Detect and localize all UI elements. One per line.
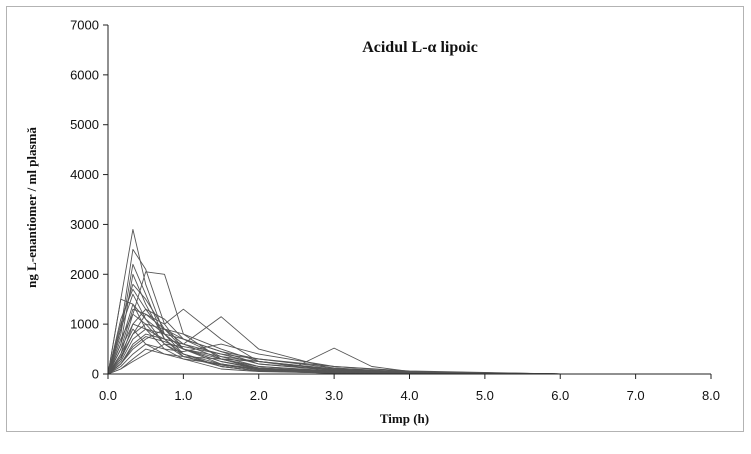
y-axis-ticks: 0 1000 2000 3000 4000 5000 6000 7000	[70, 18, 108, 382]
y-tick-label: 1000	[70, 317, 99, 332]
series-line-22	[107, 323, 561, 375]
x-tick-label: 1.0	[174, 388, 192, 403]
x-tick-label: 0.0	[99, 388, 117, 403]
y-tick-label: 3000	[70, 217, 99, 232]
series-line-24	[107, 336, 561, 375]
chart-frame	[6, 6, 744, 432]
series-line-23	[107, 293, 561, 375]
x-tick-label: 8.0	[702, 388, 720, 403]
series-line-21	[107, 308, 561, 375]
series-line-1	[107, 228, 561, 375]
x-axis-ticks: 0.0 1.0 2.0 3.0 4.0 5.0 6.0 7.0 8.0	[99, 374, 720, 403]
x-tick-label: 7.0	[627, 388, 645, 403]
y-tick-label: 7000	[70, 18, 99, 33]
series-line-13	[107, 313, 561, 375]
x-tick-label: 2.0	[250, 388, 268, 403]
y-axis-title: ng L-enantiomer / ml plasmă	[24, 127, 39, 288]
pk-line-chart: 0 1000 2000 3000 4000 5000 6000 7000 0.0 1.0 2.0 3…	[24, 18, 720, 427]
series-line-9	[107, 263, 561, 375]
concentration-lines	[107, 228, 561, 375]
x-tick-label: 3.0	[325, 388, 343, 403]
y-tick-label: 0	[92, 367, 99, 382]
series-line-19	[107, 273, 561, 375]
x-tick-label: 5.0	[476, 388, 494, 403]
series-line-8	[107, 283, 561, 375]
x-tick-label: 4.0	[400, 388, 418, 403]
series-line-3	[107, 271, 561, 375]
x-axis-title: Timp (h)	[380, 411, 429, 426]
chart-title: Acidul L-α lipoic	[362, 39, 478, 56]
y-tick-label: 2000	[70, 267, 99, 282]
y-tick-label: 4000	[70, 167, 99, 182]
series-line-20	[107, 343, 561, 375]
y-tick-label: 5000	[70, 117, 99, 132]
y-tick-label: 6000	[70, 67, 99, 82]
x-tick-label: 6.0	[551, 388, 569, 403]
